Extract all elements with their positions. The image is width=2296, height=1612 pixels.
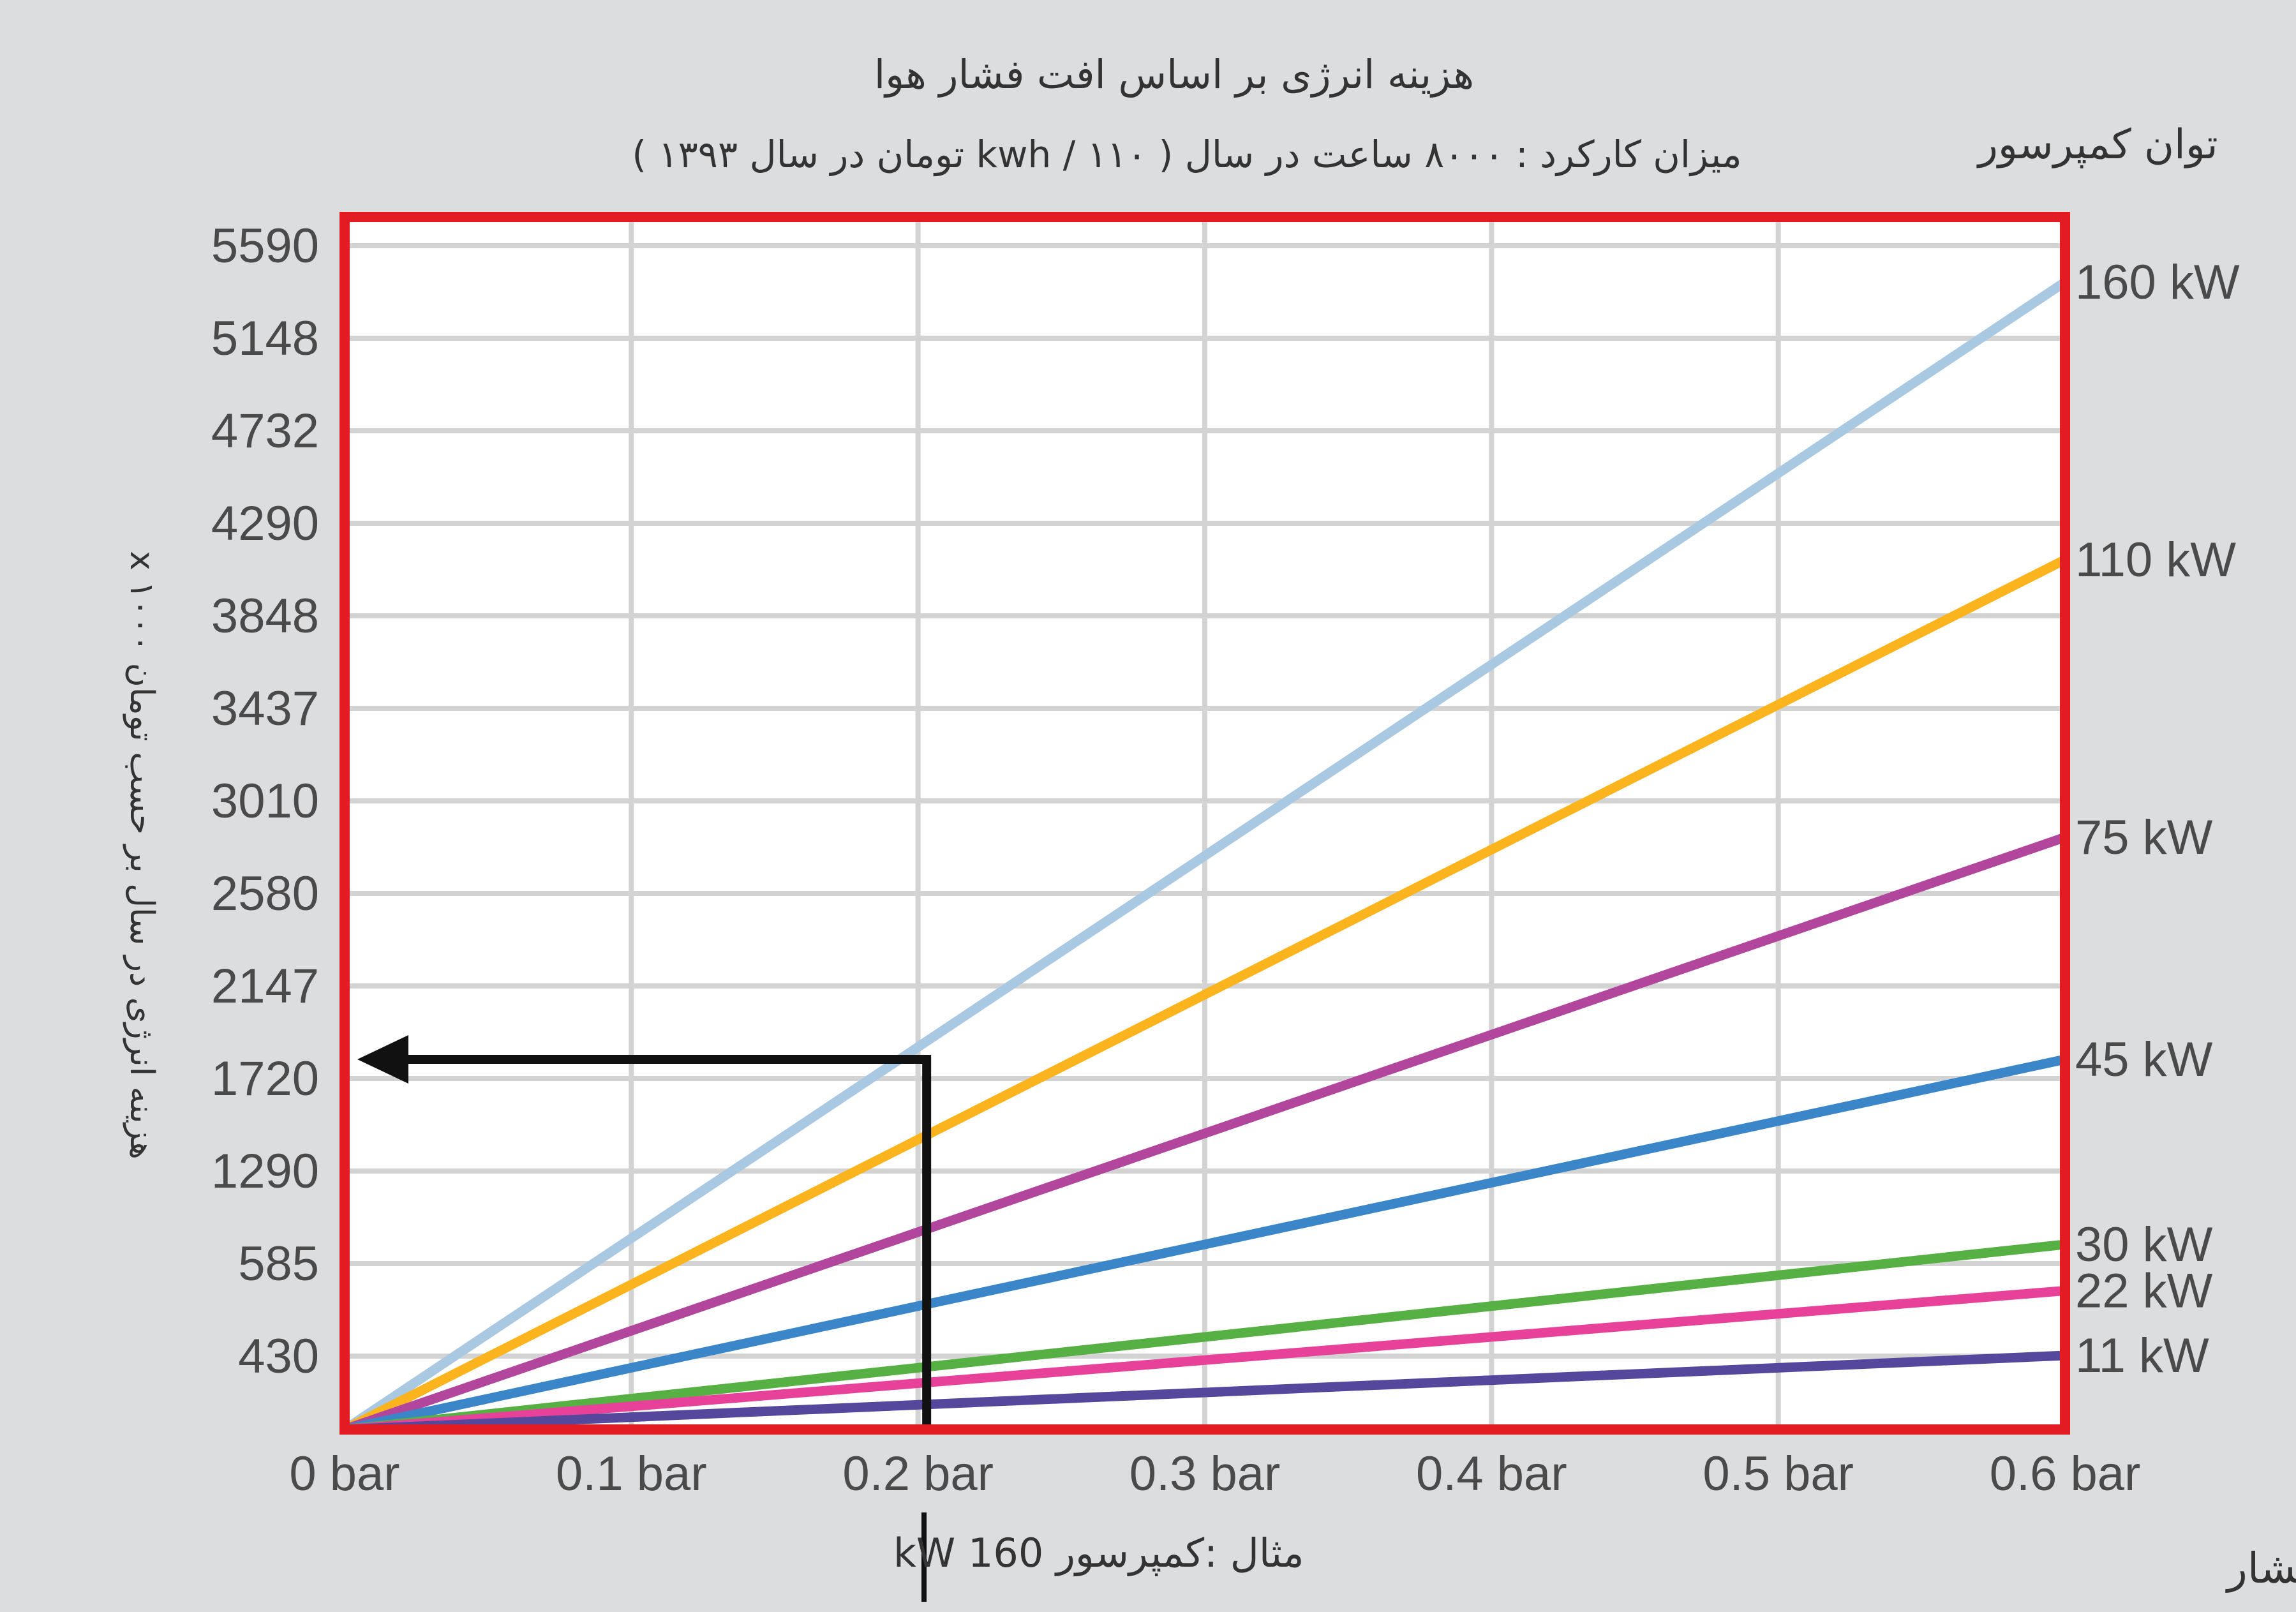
chart-subtitle: میزان کارکرد : ۸۰۰۰ ساعت در سال ( ۱۱۰ / … (632, 133, 1741, 177)
chart-title: هزینه انرژی بر اساس افت فشار هوا (874, 51, 1474, 98)
y-tick-label: 4290 (211, 496, 319, 551)
series-line (341, 278, 2068, 1434)
series-line (343, 1054, 2066, 1435)
series-label: 110 kW (2075, 533, 2236, 587)
x-tick-label: 0.3 bar (1129, 1447, 1281, 1501)
y-axis-label: هزینه انرژی در سال بر حسب تومان x ۱۰۰۰ (123, 551, 161, 1160)
series-label: 11 kW (2075, 1329, 2209, 1383)
y-tick-label: 585 (238, 1237, 319, 1291)
x-tick-label: 0.5 bar (1703, 1447, 1854, 1501)
example-path (389, 1055, 932, 1429)
y-axis-ticks: 5590 5148 4732 4290 3848 3437 3010 2580 2147 1720… (211, 219, 319, 1384)
y-tick-label: 2580 (211, 867, 319, 921)
example-annotation (357, 1035, 932, 1429)
right-axis-header: توان کمپرسور (1976, 121, 2218, 168)
x-axis-ticks: 0 bar 0.1 bar 0.2 bar 0.3 bar 0.4 bar 0.5 bar… (289, 1447, 2140, 1501)
arrow-head-icon (357, 1035, 408, 1084)
y-tick-label: 3010 (211, 774, 319, 828)
series-label: 30 kW (2075, 1218, 2213, 1272)
series-line (344, 1239, 2066, 1435)
plot-area (339, 212, 2070, 1435)
y-tick-label: 3437 (211, 682, 319, 736)
y-tick-label: 1290 (211, 1144, 319, 1198)
series-lines (341, 278, 2068, 1435)
x-tick-label: 0.1 bar (556, 1447, 707, 1501)
series-line (343, 832, 2067, 1435)
series-label: 75 kW (2075, 810, 2213, 865)
example-label: مثال :کمپرسور 160 kW (893, 1530, 1304, 1576)
series-line (344, 1350, 2066, 1435)
y-tick-label: 5590 (211, 219, 319, 273)
gridlines (345, 217, 2065, 1429)
y-tick-label: 5148 (211, 311, 319, 366)
y-tick-label: 2147 (211, 959, 319, 1013)
y-tick-label: 430 (238, 1329, 319, 1384)
plot-frame (339, 212, 2070, 1435)
y-tick-label: 4732 (211, 404, 319, 458)
x-axis-label: افت فشار (2225, 1544, 2296, 1593)
series-label: 160 kW (2075, 255, 2240, 310)
y-tick-label: 1720 (211, 1052, 319, 1106)
series-label: 22 kW (2075, 1264, 2213, 1318)
series-line (342, 555, 2068, 1434)
x-tick-label: 0.6 bar (1990, 1447, 2141, 1501)
series-line (344, 1286, 2066, 1435)
x-tick-label: 0.4 bar (1416, 1447, 1567, 1501)
y-tick-label: 3848 (211, 589, 319, 643)
series-label: 45 kW (2075, 1033, 2213, 1087)
x-tick-label: 0.2 bar (842, 1447, 994, 1501)
x-tick-label: 0 bar (289, 1447, 399, 1501)
